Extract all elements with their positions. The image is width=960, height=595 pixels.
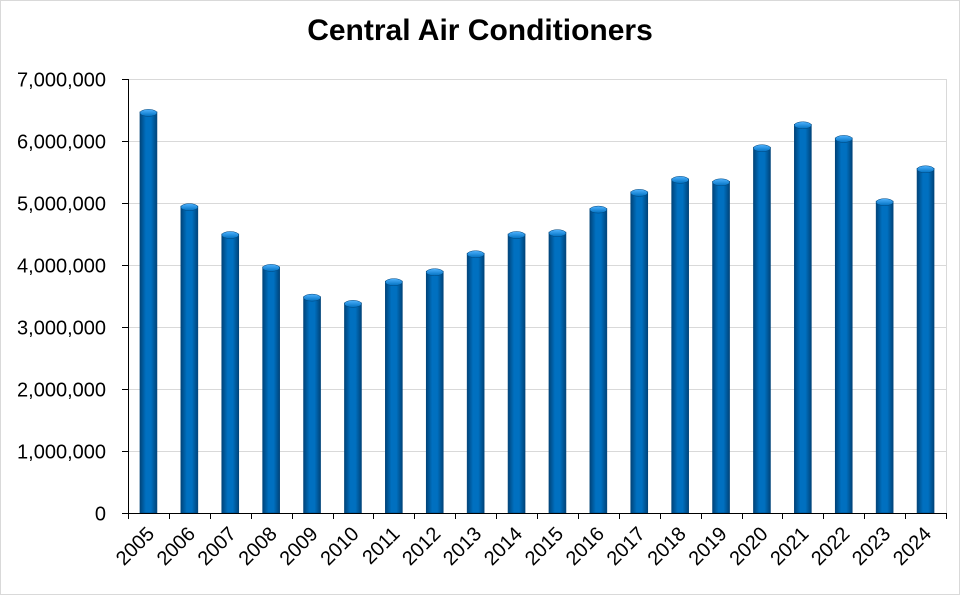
bar-body (712, 181, 730, 514)
bar-body (466, 252, 485, 514)
y-tick-label: 3,000,000 (17, 318, 106, 340)
y-tick-label: 1,000,000 (17, 442, 106, 464)
x-tick-label: 2010 (316, 523, 363, 570)
bar-body (589, 208, 608, 514)
x-tick-label: 2013 (439, 523, 486, 570)
bar-2017 (630, 189, 649, 514)
x-tick-label: 2005 (112, 523, 159, 570)
x-tick-label: 2008 (235, 523, 282, 570)
x-tick-label: 2024 (889, 523, 936, 570)
x-tick-label: 2012 (398, 523, 445, 570)
bar-2006 (180, 203, 199, 514)
bar-cap (344, 300, 362, 308)
x-tick-label: 2009 (276, 523, 323, 570)
bar-cap (180, 203, 199, 211)
bar-cap (671, 176, 689, 184)
bar-cap (875, 198, 894, 206)
bar-2024 (916, 165, 935, 514)
y-tick-labels: 0 1,000,000 2,000,000 3,000,000 4,000,000 5,0… (17, 70, 106, 526)
chart-title: Central Air Conditioners (307, 14, 653, 47)
bar-cap (139, 109, 158, 117)
bar-cap (221, 231, 239, 239)
bar-body (834, 137, 853, 514)
axes (122, 79, 947, 519)
bar-body (794, 123, 812, 514)
bar-body (630, 191, 649, 514)
bar-cap (630, 189, 648, 197)
bar-body (344, 302, 362, 514)
y-tick-label: 0 (95, 504, 106, 526)
bar-2019 (712, 178, 730, 514)
bar-2023 (875, 198, 894, 514)
x-tick-label: 2018 (644, 523, 691, 570)
bar-2021 (794, 121, 812, 514)
bar-2007 (221, 231, 240, 514)
bar-2013 (466, 250, 485, 514)
bar-cap (262, 264, 280, 272)
plot-area-border (128, 79, 947, 514)
bar-cap (303, 293, 321, 302)
x-tick-label: 2016 (562, 523, 609, 570)
bar-body (221, 233, 240, 514)
bar-body (548, 231, 567, 514)
bar-cap (712, 178, 730, 187)
x-tick-label: 2007 (194, 523, 241, 570)
bar-2009 (303, 293, 321, 514)
x-tick-label: 2022 (807, 523, 854, 570)
bar-body (385, 280, 403, 514)
bar-body (753, 146, 771, 514)
bar-cap (916, 165, 935, 174)
y-tick-label: 6,000,000 (17, 132, 106, 154)
x-tick-label: 2020 (725, 523, 772, 570)
bar-cap (426, 268, 444, 276)
x-tick-label: 2021 (766, 523, 813, 570)
bar-cap (466, 250, 485, 258)
bar-2022 (834, 135, 853, 514)
y-tick-label: 2,000,000 (17, 380, 106, 402)
bar-2014 (507, 231, 526, 514)
x-tick-label: 2015 (521, 523, 568, 570)
bar-cap (835, 135, 853, 143)
y-tick-label: 4,000,000 (17, 256, 106, 278)
bar-2008 (262, 264, 280, 514)
bar-cap (589, 205, 608, 214)
x-tick-labels: 2005200620072008200920102011201220132014… (112, 523, 936, 570)
bar-2010 (344, 300, 362, 514)
bar-2018 (671, 176, 689, 514)
bar-cap (385, 278, 403, 286)
bar-cap (548, 229, 567, 237)
bar-body (916, 167, 935, 514)
bar-body (303, 296, 321, 514)
gridlines (122, 79, 947, 514)
bars (139, 109, 935, 514)
bar-cap (753, 144, 771, 152)
bar-cap (794, 121, 812, 130)
x-tick-label: 2011 (358, 523, 404, 569)
bar-body (875, 200, 894, 514)
bar-2015 (548, 229, 567, 514)
bar-2011 (385, 278, 403, 514)
bar-body (262, 266, 280, 514)
y-tick-label: 5,000,000 (17, 194, 106, 216)
bar-body (180, 205, 199, 514)
bar-body (425, 270, 444, 514)
x-tick-label: 2023 (848, 523, 895, 570)
bar-body (507, 233, 526, 514)
bar-2012 (425, 268, 444, 514)
x-tick-label: 2014 (480, 523, 527, 570)
bar-body (139, 111, 158, 514)
x-tick-label: 2019 (685, 523, 732, 570)
bar-body (671, 178, 689, 514)
bar-2020 (753, 144, 771, 514)
bar-2005 (139, 109, 158, 514)
bar-2016 (589, 205, 608, 514)
x-tick-label: 2017 (603, 523, 650, 570)
x-tick-label: 2006 (153, 523, 200, 570)
y-tick-label: 7,000,000 (17, 70, 106, 92)
bar-cap (507, 231, 526, 239)
